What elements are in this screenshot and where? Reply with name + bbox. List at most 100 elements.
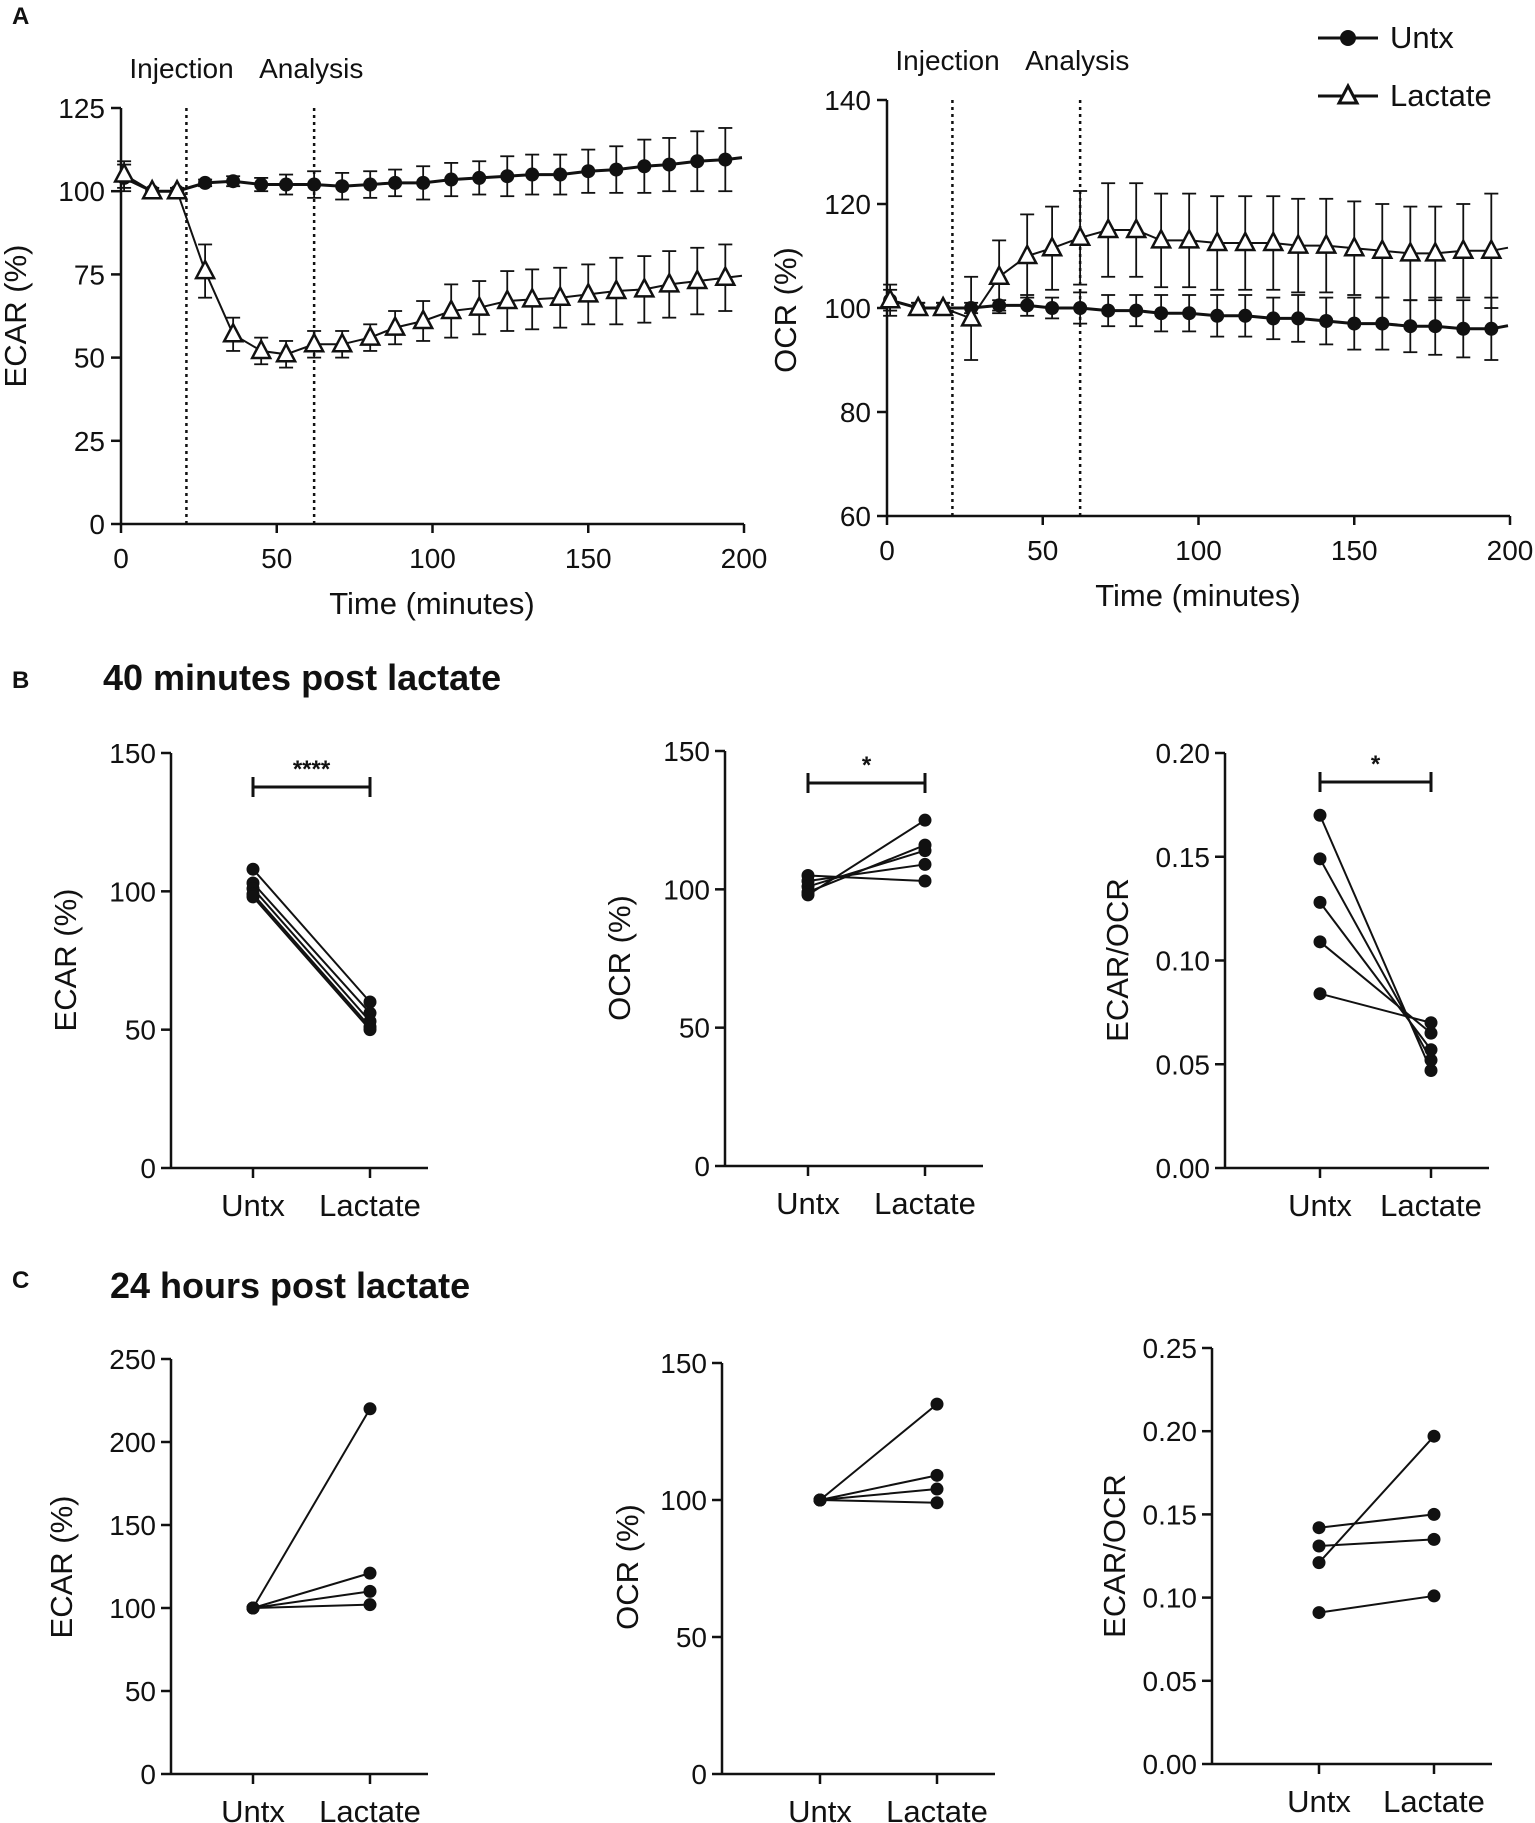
data-point — [165, 178, 189, 200]
legend-untx-marker — [1340, 30, 1356, 46]
untx-point — [1313, 987, 1327, 1001]
y-tick-label: 0.10 — [1143, 1583, 1198, 1614]
data-point — [521, 286, 544, 308]
panel-label-a: A — [12, 3, 29, 30]
data-point — [1041, 235, 1064, 257]
pair-line — [807, 819, 926, 896]
y-tick-label: 150 — [660, 1348, 707, 1379]
data-point — [472, 170, 487, 185]
data-point — [690, 154, 705, 169]
lactate-point — [930, 1468, 944, 1482]
data-point — [412, 308, 435, 330]
lactate-point — [363, 995, 377, 1009]
y-tick-label: 50 — [679, 1013, 710, 1044]
untx-point — [246, 890, 260, 904]
data-point — [605, 278, 628, 300]
pair-line — [807, 844, 926, 894]
data-point — [1210, 308, 1225, 323]
data-point — [988, 264, 1011, 286]
series-untx — [117, 127, 743, 201]
category-label: Untx — [221, 1188, 285, 1223]
pair-line — [1319, 858, 1432, 1061]
untx-point — [1313, 852, 1327, 866]
y-tick-label: 100 — [109, 1593, 156, 1624]
data-point — [960, 305, 983, 327]
data-point — [226, 174, 241, 189]
category-label: Untx — [1287, 1784, 1351, 1819]
x-tick-label: 0 — [113, 543, 129, 574]
data-point — [1150, 227, 1173, 249]
pair-line — [252, 1590, 371, 1609]
untx-point — [1312, 1521, 1326, 1535]
data-point — [1428, 319, 1443, 334]
chart-B2: 0 50 100 150 Untx Lactate OCR (%) * — [602, 736, 983, 1221]
data-point — [1097, 217, 1120, 239]
data-point — [275, 341, 298, 363]
y-tick-label: 125 — [58, 93, 105, 124]
y-tick-label: 200 — [109, 1427, 156, 1458]
data-point — [250, 338, 273, 360]
y-tick-label: 0.25 — [1143, 1333, 1198, 1364]
untx-point — [1313, 895, 1327, 909]
data-point — [416, 175, 431, 190]
y-tick-label: 100 — [109, 876, 156, 907]
data-point — [633, 276, 656, 298]
pair-line — [1318, 1513, 1435, 1529]
annotation-label: Analysis — [259, 53, 363, 84]
y-tick-label: 100 — [660, 1485, 707, 1516]
data-point — [1343, 235, 1366, 257]
data-point — [581, 164, 596, 179]
data-point — [363, 177, 378, 192]
pair-line — [1319, 941, 1432, 1034]
data-point — [686, 268, 709, 290]
data-point — [662, 157, 677, 172]
category-label: Lactate — [1383, 1784, 1485, 1819]
data-point — [331, 331, 354, 353]
x-axis-label: Time (minutes) — [329, 586, 535, 621]
lactate-point — [1424, 1053, 1438, 1067]
lactate-point — [918, 838, 932, 852]
data-point — [384, 314, 407, 336]
x-tick-label: 200 — [721, 543, 768, 574]
data-point — [577, 281, 600, 303]
data-point — [141, 178, 164, 200]
series-lactate — [879, 182, 1509, 361]
pair-line — [252, 1603, 371, 1609]
data-point — [279, 177, 294, 192]
chart-A1: 0 50 100 150 200 0 25 50 75 100 125 ECAR (%) Time (m… — [0, 53, 767, 621]
pair-line — [1318, 1435, 1435, 1564]
y-tick-label: 150 — [663, 736, 710, 767]
y-tick-label: 140 — [824, 85, 871, 116]
annotation-label: Injection — [895, 45, 999, 76]
y-axis-label: OCR (%) — [602, 895, 637, 1021]
y-tick-label: 100 — [824, 293, 871, 324]
data-point — [254, 177, 269, 192]
lactate-point — [1427, 1589, 1441, 1603]
series-line — [889, 229, 1509, 320]
lactate-point — [930, 1397, 944, 1411]
data-point — [658, 271, 681, 293]
legend: Untx Lactate — [1318, 20, 1492, 113]
y-tick-label: 0.20 — [1156, 738, 1211, 769]
panel-label-b: B — [12, 667, 29, 694]
y-tick-label: 25 — [74, 426, 105, 457]
y-axis-label: OCR (%) — [768, 247, 803, 373]
data-point — [549, 285, 572, 306]
untx-point — [1312, 1539, 1326, 1553]
pair-line — [252, 882, 371, 1014]
data-point — [198, 175, 213, 190]
data-point — [500, 169, 515, 184]
y-tick-label: 250 — [109, 1344, 156, 1375]
untx-point — [801, 888, 815, 902]
pair-line — [252, 887, 371, 1023]
data-point — [1045, 301, 1060, 315]
data-point — [1375, 316, 1390, 331]
data-point — [1456, 321, 1471, 336]
data-point — [1069, 225, 1092, 247]
category-label: Lactate — [886, 1794, 988, 1823]
untx-point — [1313, 935, 1327, 949]
x-tick-label: 0 — [879, 535, 895, 566]
data-point — [1125, 217, 1148, 239]
data-point — [1154, 306, 1169, 321]
